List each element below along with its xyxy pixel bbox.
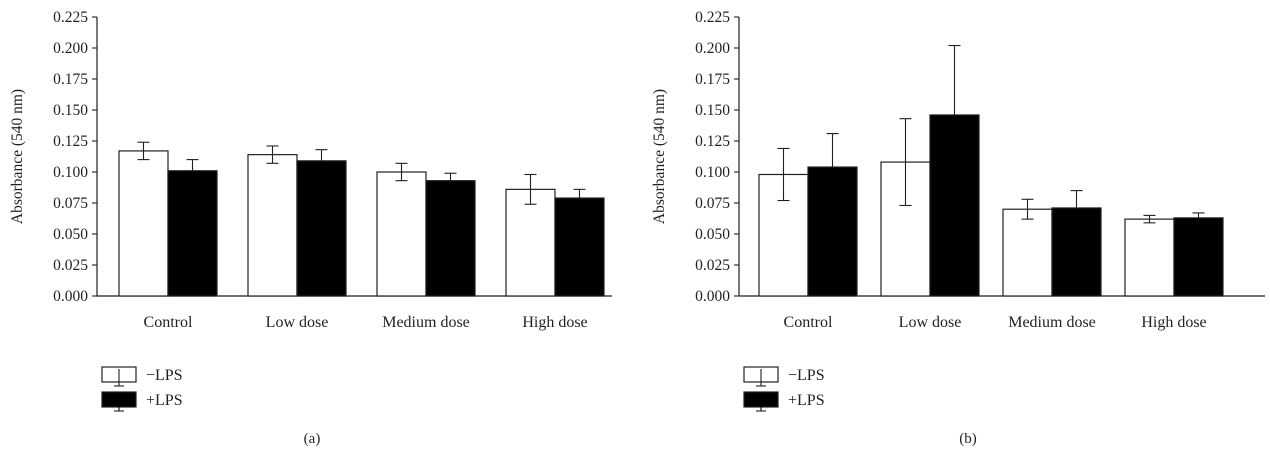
x-category-label: Low dose: [266, 314, 329, 331]
x-category-label: Medium dose: [382, 314, 470, 331]
bar-plus-lps: [1051, 207, 1102, 297]
x-category-label: High dose: [1141, 314, 1206, 331]
panel-caption: (b): [959, 431, 977, 447]
y-tick-label: 0.000: [695, 288, 730, 305]
y-tick-label: 0.200: [695, 40, 730, 57]
y-tick-label: 0.225: [53, 9, 88, 26]
bar-minus-lps: [118, 150, 169, 297]
bar-plus-lps: [296, 160, 347, 297]
x-category-label: Low dose: [899, 314, 962, 331]
bar-chart-b: 0.000 0.025 0.050 0.075 0.100 0.125 0.150 0.175…: [651, 9, 1265, 447]
legend-label-plus-lps: +LPS: [788, 392, 825, 409]
bar-plus-lps: [807, 166, 858, 297]
y-tick-label: 0.175: [695, 71, 730, 88]
bar-plus-lps: [167, 170, 218, 297]
bar-minus-lps: [1124, 218, 1175, 297]
legend-label-plus-lps: +LPS: [146, 392, 183, 409]
x-category-label: Medium dose: [1008, 314, 1096, 331]
y-tick-label: 0.025: [53, 257, 88, 274]
legend-label-minus-lps: −LPS: [146, 367, 183, 384]
y-axis-label: Absorbance (540 nm): [9, 89, 26, 224]
y-tick-label: 0.100: [53, 164, 88, 181]
y-tick-label: 0.025: [695, 257, 730, 274]
y-tick-label: 0.225: [695, 9, 730, 26]
y-tick-label: 0.125: [695, 133, 730, 150]
bar-minus-lps: [1002, 208, 1053, 297]
bar-minus-lps: [247, 154, 298, 297]
y-tick-label: 0.000: [53, 288, 88, 305]
y-tick-label: 0.075: [53, 195, 88, 212]
y-tick-label: 0.050: [53, 226, 88, 243]
y-tick-label: 0.150: [695, 102, 730, 119]
y-tick-label: 0.150: [53, 102, 88, 119]
bar-plus-lps: [554, 197, 605, 297]
bar-chart-a: 0.000 0.025 0.050 0.075 0.100 0.125 0.150 0.175…: [9, 9, 612, 447]
bar-minus-lps: [505, 188, 556, 297]
y-tick-label: 0.050: [695, 226, 730, 243]
x-category-label: Control: [784, 314, 833, 331]
panel-caption: (a): [304, 431, 321, 447]
bar-plus-lps: [929, 114, 980, 297]
y-tick-label: 0.125: [53, 133, 88, 150]
y-tick-label: 0.200: [53, 40, 88, 57]
y-tick-label: 0.175: [53, 71, 88, 88]
y-tick-label: 0.100: [695, 164, 730, 181]
bar-plus-lps: [425, 180, 476, 297]
chart-panel-b: 0.000 0.025 0.050 0.075 0.100 0.125 0.150 0.175…: [635, 0, 1270, 456]
chart-panel-a: 0.000 0.025 0.050 0.075 0.100 0.125 0.150 0.175…: [9, 9, 612, 447]
legend-label-minus-lps: −LPS: [788, 367, 825, 384]
y-tick-label: 0.075: [695, 195, 730, 212]
bar-plus-lps: [1173, 217, 1224, 297]
bar-minus-lps: [376, 171, 427, 297]
x-category-label: Control: [144, 314, 193, 331]
x-category-label: High dose: [522, 314, 587, 331]
y-axis-label: Absorbance (540 nm): [651, 89, 668, 224]
